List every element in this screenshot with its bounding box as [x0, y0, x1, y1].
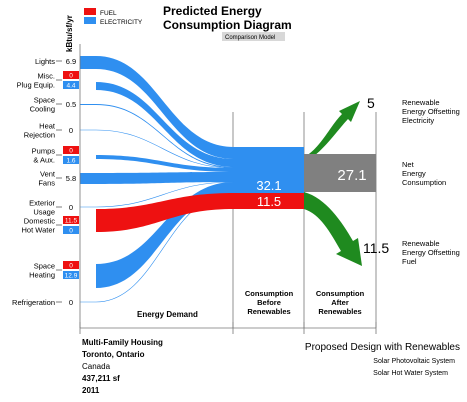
design-system-pv: Solar Photovoltaic System [373, 358, 455, 365]
flow-lights [80, 56, 234, 159]
after-label-2: After [331, 298, 349, 307]
electricity-value-box-space-heating [63, 271, 79, 279]
offset-fuel-arrow [304, 192, 362, 266]
value-vent-fans: 5.8 [66, 174, 76, 183]
fuel-value-pumps-aux: 0 [69, 148, 73, 155]
project-city: Toronto, Ontario [82, 350, 145, 359]
electricity-value-domestic-hot-water: 0 [69, 228, 73, 235]
comparison-badge [222, 32, 285, 41]
offset-electricity-label-2: Energy Offsetting [402, 107, 460, 116]
category-label-pumps-aux: & Aux. [33, 156, 55, 165]
flow-pumps-aux [96, 155, 234, 172]
flow-domestic-hot-water [96, 193, 234, 232]
right-labels: Renewable Energy Offsetting Electricity … [402, 98, 460, 266]
category-label-space-heating: Heating [29, 271, 55, 280]
category-label-space-heating: Space [34, 262, 55, 271]
fuel-value-box-pumps-aux [63, 146, 79, 154]
flow-vent-fans [80, 172, 234, 184]
electricity-value-space-heating: 12.9 [65, 273, 78, 280]
electricity-value-pumps-aux: 1.6 [66, 158, 75, 165]
category-label-domestic-hot-water: Hot Water [22, 226, 56, 235]
net-consumption-value: 27.1 [337, 167, 366, 184]
offset-fuel-label-3: Fuel [402, 257, 417, 266]
category-label-heat-rejection: Heat [39, 122, 56, 131]
category-label-domestic-hot-water: Domestic [24, 217, 56, 226]
after-label-1: Consumption [316, 289, 365, 298]
value-exterior-usage: 0 [69, 203, 73, 212]
legend-electricity-swatch [84, 17, 96, 24]
category-label-misc-plug-equip: Plug Equip. [17, 81, 55, 90]
design-system-shw: Solar Hot Water System [373, 370, 448, 377]
legend-fuel-label: FUEL [100, 10, 117, 17]
offset-electricity-value: 5 [367, 95, 375, 111]
offset-electricity-label-1: Renewable [402, 98, 440, 107]
net-consumption-label-2: Energy [402, 169, 426, 178]
electricity-value-misc-plug-equip: 4.4 [66, 83, 75, 90]
category-label-pumps-aux: Pumps [32, 147, 56, 156]
offset-fuel-label-1: Renewable [402, 239, 440, 248]
net-consumption-bar [304, 154, 376, 192]
design-title: Proposed Design with Renewables [305, 342, 460, 353]
demand-flows [80, 56, 235, 303]
before-electricity-value: 32.1 [256, 178, 281, 193]
legend-electricity-label: ELECTRICITY [100, 19, 143, 26]
flow-exterior-usage [80, 181, 235, 208]
offset-fuel-label-2: Energy Offsetting [402, 248, 460, 257]
diagram-title-line2: Consumption Diagram [163, 18, 292, 32]
before-fuel-bar [234, 193, 304, 209]
offset-electricity-label-3: Electricity [402, 116, 434, 125]
energy-demand-label: Energy Demand [137, 310, 198, 319]
category-label-exterior-usage: Usage [33, 208, 55, 217]
before-label-3: Renewables [247, 307, 290, 316]
electricity-value-box-pumps-aux [63, 156, 79, 164]
category-label-exterior-usage: Exterior [29, 199, 55, 208]
electricity-value-box-domestic-hot-water [63, 226, 79, 234]
before-label-2: Before [257, 298, 281, 307]
project-area: 437,211 sf [82, 374, 120, 383]
legend-fuel-swatch [84, 8, 96, 15]
net-consumption-label-3: Consumption [402, 178, 446, 187]
diagram-title-line1: Predicted Energy [163, 4, 262, 18]
project-year: 2011 [82, 386, 100, 395]
fuel-value-box-misc-plug-equip [63, 71, 79, 79]
flow-space-heating [96, 182, 234, 288]
net-consumption-label-1: Net [402, 160, 415, 169]
before-electricity-bar [234, 147, 304, 193]
flow-plug-equipment [96, 82, 234, 167]
comparison-badge-label: Comparison Model [225, 35, 275, 41]
fuel-value-domestic-hot-water: 11.5 [65, 218, 78, 225]
flow-heat-rejection [80, 129, 235, 169]
category-label-space-cooling: Space [34, 96, 55, 105]
fuel-value-box-domestic-hot-water [63, 216, 79, 224]
project-name: Multi-Family Housing [82, 338, 163, 347]
offset-electricity-arrow [304, 101, 360, 163]
before-fuel-value: 11.5 [257, 194, 281, 209]
category-label-misc-plug-equip: Misc. [38, 72, 56, 81]
category-label-heat-rejection: Rejection [24, 131, 55, 140]
category-label-vent-fans: Fans [38, 179, 55, 188]
value-heat-rejection: 0 [69, 126, 73, 135]
fuel-value-box-space-heating [63, 261, 79, 269]
before-label-1: Consumption [245, 289, 294, 298]
fuel-value-space-heating: 0 [69, 263, 73, 270]
value-lights: 6.9 [66, 57, 76, 66]
after-label-3: Renewables [318, 307, 361, 316]
category-label-refrigeration: Refrigeration [12, 298, 55, 307]
offset-fuel-value: 11.5 [363, 240, 389, 256]
category-label-vent-fans: Vent [40, 170, 56, 179]
fuel-value-misc-plug-equip: 0 [69, 73, 73, 80]
category-label-space-cooling: Cooling [30, 105, 55, 114]
unit-label: kBtu/sf/yr [65, 15, 74, 52]
project-country: Canada [82, 362, 111, 371]
value-space-cooling: 0.5 [66, 100, 76, 109]
electricity-value-box-misc-plug-equip [63, 81, 79, 89]
category-label-lights: Lights [35, 57, 55, 66]
value-refrigeration: 0 [69, 298, 73, 307]
